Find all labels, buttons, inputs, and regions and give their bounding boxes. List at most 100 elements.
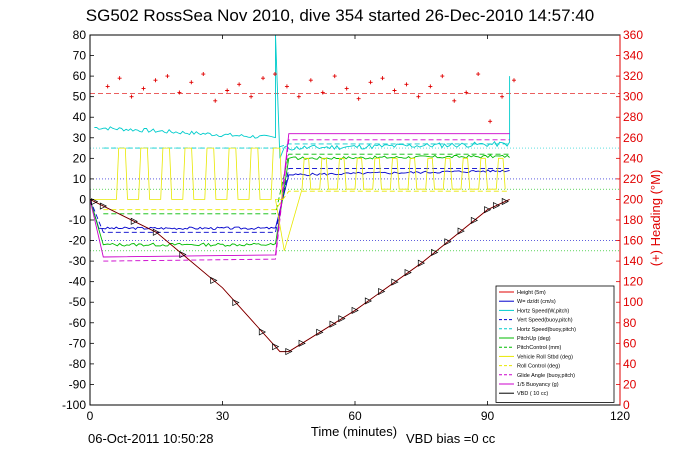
- y-tick-label: -40: [69, 275, 87, 289]
- heading-marker: [141, 86, 146, 91]
- series-layer: [89, 34, 516, 356]
- heading-marker: [416, 94, 421, 99]
- y-tick-label: -10: [69, 213, 87, 227]
- heading-marker: [392, 88, 397, 93]
- legend-entry: Glide Angle (buoy,pitch): [517, 373, 575, 379]
- y-right-tick-label: 320: [623, 69, 643, 83]
- legend-entry: PitchControl (mm): [517, 345, 561, 351]
- heading-marker: [356, 96, 361, 101]
- depth-marker: [391, 278, 399, 286]
- y-tick-label: 60: [73, 69, 87, 83]
- legend-entry: W= dz/dt (cm/s): [517, 299, 556, 305]
- heading-marker: [440, 74, 445, 79]
- depth-marker: [152, 228, 161, 236]
- depth-marker: [431, 248, 439, 257]
- y-tick-label: -50: [69, 295, 87, 309]
- heading-marker: [296, 94, 301, 99]
- depth-marker: [444, 238, 452, 246]
- legend-entry: 1/5 Buoyancy (g): [517, 382, 559, 388]
- depth-marker: [329, 320, 337, 328]
- heading-marker: [117, 76, 122, 81]
- y-right-tick-label: 340: [623, 49, 643, 63]
- x-tick-label: 30: [216, 409, 230, 423]
- depth-marker: [316, 328, 324, 336]
- y-right-tick-label: 280: [623, 110, 643, 124]
- series-vehicle-roll: [90, 147, 506, 251]
- heading-marker: [428, 84, 433, 89]
- depth-marker: [378, 287, 386, 296]
- depth-marker: [285, 347, 293, 356]
- footer-timestamp: 06-Oct-2011 10:50:28: [88, 431, 214, 446]
- series-vbd: [89, 199, 510, 352]
- chart-title: SG502 RossSea Nov 2010, dive 354 started…: [86, 6, 594, 25]
- y-tick-label: -60: [69, 316, 87, 330]
- heading-marker: [201, 72, 206, 77]
- series-hortz-speed-w-pitch: [94, 34, 511, 159]
- y-tick-label: 50: [73, 90, 87, 104]
- depth-marker: [130, 217, 138, 225]
- legend-entry: Vehicle Roll Stbd (deg): [517, 354, 573, 360]
- y-right-tick-label: 100: [623, 295, 643, 309]
- y-tick-label: 30: [73, 131, 87, 145]
- y-right-tick-label: 0: [623, 398, 630, 412]
- y-right-tick-label: 200: [623, 192, 643, 206]
- depth-marker: [484, 206, 492, 214]
- heading-marker: [272, 72, 277, 77]
- y-tick-label: 20: [73, 151, 87, 165]
- depth-marker: [501, 197, 509, 206]
- legend-entry: Roll Control (deg): [517, 364, 560, 370]
- heading-marker: [368, 80, 373, 85]
- heading-marker: [189, 80, 194, 85]
- x-axis-label: Time (minutes): [311, 424, 397, 439]
- x-tick-label: 90: [481, 409, 495, 423]
- depth-marker: [404, 269, 412, 277]
- series-w-dzdt: [89, 169, 510, 231]
- x-tick-label: 0: [87, 409, 94, 423]
- legend: Height (5m) W= dz/dt (cm/s) Hortz Speed(W,…: [495, 285, 615, 403]
- depth-marker: [298, 339, 306, 347]
- x-tick-label: 120: [610, 409, 630, 423]
- legend-entry: Vert Speed(buoy,pitch): [517, 318, 573, 324]
- heading-marker: [512, 78, 516, 83]
- y-right-tick-label: 80: [623, 316, 637, 330]
- depth-marker: [470, 216, 479, 224]
- heading-marker: [344, 86, 349, 91]
- y-right-axis-label: (+) Heading (°M): [648, 170, 663, 267]
- axes: 80 70 60 50 40 30 20 100 -10 -20 -30 -40 -50 -60 -70 -8…: [62, 28, 643, 423]
- y-right-tick-label: 20: [623, 377, 637, 391]
- series-roll-control: [103, 190, 510, 211]
- y-tick-label: -70: [69, 336, 87, 350]
- y-tick-label: 40: [73, 110, 87, 124]
- heading-marker: [225, 88, 230, 93]
- depth-marker: [492, 202, 501, 210]
- y-tick-label: 0: [79, 192, 86, 206]
- y-right-tick-label: 360: [623, 28, 643, 42]
- y-right-tick-label: 160: [623, 234, 643, 248]
- y-tick-label: -30: [69, 254, 87, 268]
- series-pitchcontrol: [103, 153, 510, 215]
- y-tick-label: -20: [69, 234, 87, 248]
- heading-marker: [153, 78, 158, 83]
- y-right-tick-label: 40: [623, 357, 637, 371]
- heading-marker: [320, 90, 325, 95]
- y-tick-label: -80: [69, 357, 87, 371]
- heading-marker: [500, 94, 505, 99]
- y-right-tick-label: 300: [623, 90, 643, 104]
- depth-marker: [258, 328, 267, 336]
- y-right-tick-label: 260: [623, 131, 643, 145]
- y-right-tick-label: 60: [623, 336, 637, 350]
- legend-entry: Hortz Speed(W,pitch): [517, 308, 569, 314]
- legend-entry: PitchUp (deg): [517, 336, 551, 342]
- x-tick-label: 60: [348, 409, 362, 423]
- depth-marker: [210, 276, 218, 284]
- footer-vbd-bias: VBD bias =0 cc: [406, 431, 496, 446]
- series-hortz-speed-buoy-pitch: [103, 143, 510, 149]
- y-right-tick-label: 240: [623, 151, 643, 165]
- y-tick-label: 70: [73, 49, 87, 63]
- y-right-tick-label: 180: [623, 213, 643, 227]
- heading-marker: [105, 84, 110, 89]
- legend-box: [495, 285, 615, 403]
- depth-marker: [232, 298, 240, 307]
- legend-entry: Hortz Speed(buoy,pitch): [517, 327, 576, 333]
